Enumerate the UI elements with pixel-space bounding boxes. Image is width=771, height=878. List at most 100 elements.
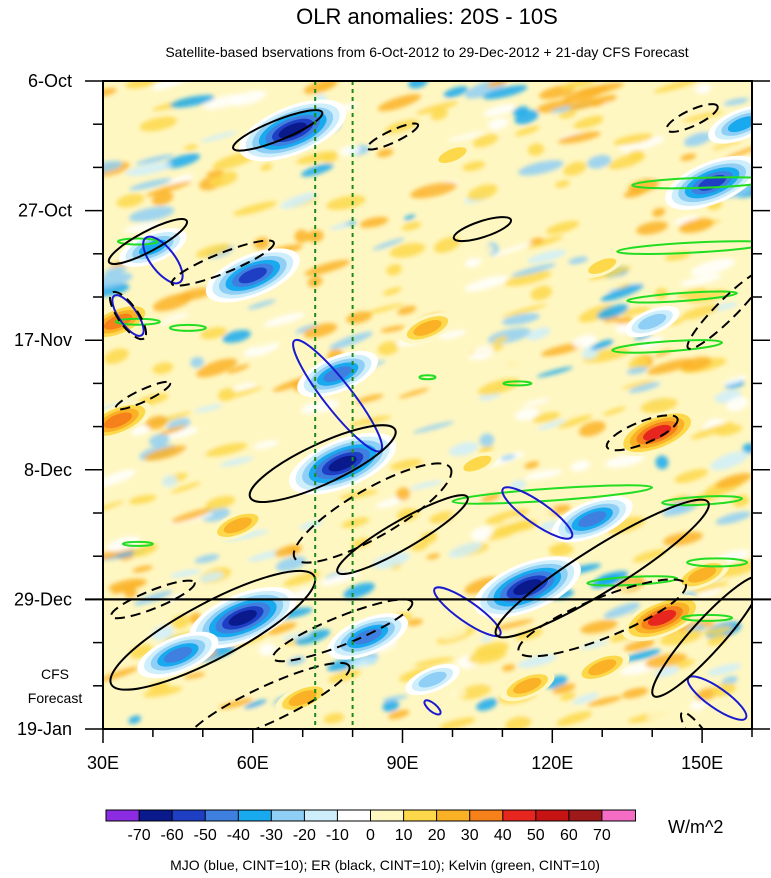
texture-patch xyxy=(104,266,127,275)
texture-patch xyxy=(362,303,405,316)
positive-anomaly xyxy=(431,143,474,167)
texture-patch xyxy=(439,717,476,729)
texture-patch xyxy=(290,589,314,602)
texture-patch xyxy=(267,622,297,635)
texture-patch xyxy=(698,588,722,598)
colorbar-label: -20 xyxy=(293,827,316,844)
texture-patch xyxy=(524,461,540,469)
texture-patch xyxy=(410,182,457,199)
texture-patch xyxy=(426,553,440,560)
er-positive-contour xyxy=(452,216,513,243)
texture-patch xyxy=(132,565,153,573)
texture-patch xyxy=(683,491,724,506)
er-positive-contour xyxy=(651,574,752,698)
texture-patch xyxy=(196,358,238,378)
negative-anomaly-level xyxy=(578,511,607,528)
positive-anomaly xyxy=(275,682,330,714)
texture-patch xyxy=(412,103,433,110)
texture-patch xyxy=(580,640,609,650)
texture-patch xyxy=(468,244,494,259)
texture-patch xyxy=(467,184,498,201)
texture-patch xyxy=(603,602,641,619)
texture-patch xyxy=(500,454,516,461)
texture-patch xyxy=(602,406,626,416)
texture-patch xyxy=(626,366,648,375)
texture-patch xyxy=(663,531,703,546)
texture-patch xyxy=(376,148,394,158)
texture-patch xyxy=(588,266,631,281)
kelvin-contour xyxy=(626,290,738,304)
mjo-contour xyxy=(433,586,502,638)
texture-patch xyxy=(647,358,694,375)
texture-patch xyxy=(494,522,532,534)
texture-patch xyxy=(430,108,448,121)
colorbar-label: 50 xyxy=(527,827,545,844)
texture-patch xyxy=(183,672,206,679)
colorbar-label: 20 xyxy=(428,827,446,844)
kelvin-contour xyxy=(502,380,533,387)
positive-anomaly xyxy=(103,401,152,440)
texture-patch xyxy=(528,508,557,518)
positive-anomaly xyxy=(210,509,266,541)
texture-patch xyxy=(439,494,465,505)
texture-patch xyxy=(715,511,752,525)
texture-patch xyxy=(429,511,458,525)
texture-patch xyxy=(512,106,529,116)
texture-patch xyxy=(732,494,750,508)
texture-patch xyxy=(247,299,277,310)
texture-patch xyxy=(339,145,361,156)
chart-subtitle: Satellite-based bservations from 6-Oct-2… xyxy=(165,44,688,60)
texture-patch xyxy=(205,496,236,510)
colorbar-label: -70 xyxy=(128,827,151,844)
texture-patch xyxy=(711,695,752,711)
texture-patch xyxy=(615,316,633,325)
texture-patch xyxy=(502,664,516,672)
texture-patch xyxy=(263,312,306,327)
texture-patch xyxy=(218,698,254,710)
texture-patch xyxy=(339,490,379,500)
texture-patch xyxy=(190,356,204,368)
texture-patch xyxy=(536,366,573,378)
kelvin-contour xyxy=(586,575,679,587)
texture-patch xyxy=(680,153,697,161)
texture-patch xyxy=(573,115,606,129)
texture-patch xyxy=(183,144,198,151)
negative-anomaly-level xyxy=(513,579,542,596)
colorbar-swatch xyxy=(403,809,438,822)
texture-patch xyxy=(437,330,467,339)
texture-patch xyxy=(683,131,712,147)
texture-patch xyxy=(330,681,368,698)
texture-patch xyxy=(326,195,366,210)
texture-patch xyxy=(448,542,483,558)
texture-patch xyxy=(628,356,649,371)
texture-patch xyxy=(492,242,533,257)
y-tick-label: 29-Dec xyxy=(14,589,72,609)
texture-patch xyxy=(420,521,459,532)
positive-anomaly-level xyxy=(103,313,133,330)
texture-patch xyxy=(233,382,257,390)
colorbar-label: 40 xyxy=(494,827,512,844)
texture-patch xyxy=(472,134,499,148)
texture-patch xyxy=(504,357,536,370)
texture-patch xyxy=(104,348,129,364)
y-tick-label: 19-Jan xyxy=(17,719,72,739)
positive-anomaly-level xyxy=(588,659,617,676)
negative-anomaly xyxy=(189,587,297,649)
anomaly-texture xyxy=(103,81,752,729)
texture-patch xyxy=(654,666,680,678)
texture-patch xyxy=(128,715,141,724)
texture-patch xyxy=(470,526,493,542)
positive-anomaly-level xyxy=(513,677,542,694)
texture-patch xyxy=(613,133,654,146)
positive-anomaly-level xyxy=(223,517,252,534)
texture-patch xyxy=(258,643,276,656)
texture-patch xyxy=(205,442,248,457)
texture-patch xyxy=(292,323,319,334)
texture-patch xyxy=(557,414,593,429)
texture-patch xyxy=(388,709,410,720)
positive-anomaly-level xyxy=(413,319,442,336)
texture-patch xyxy=(556,711,593,726)
texture-patch xyxy=(356,394,384,403)
kelvin-contour xyxy=(121,540,154,547)
